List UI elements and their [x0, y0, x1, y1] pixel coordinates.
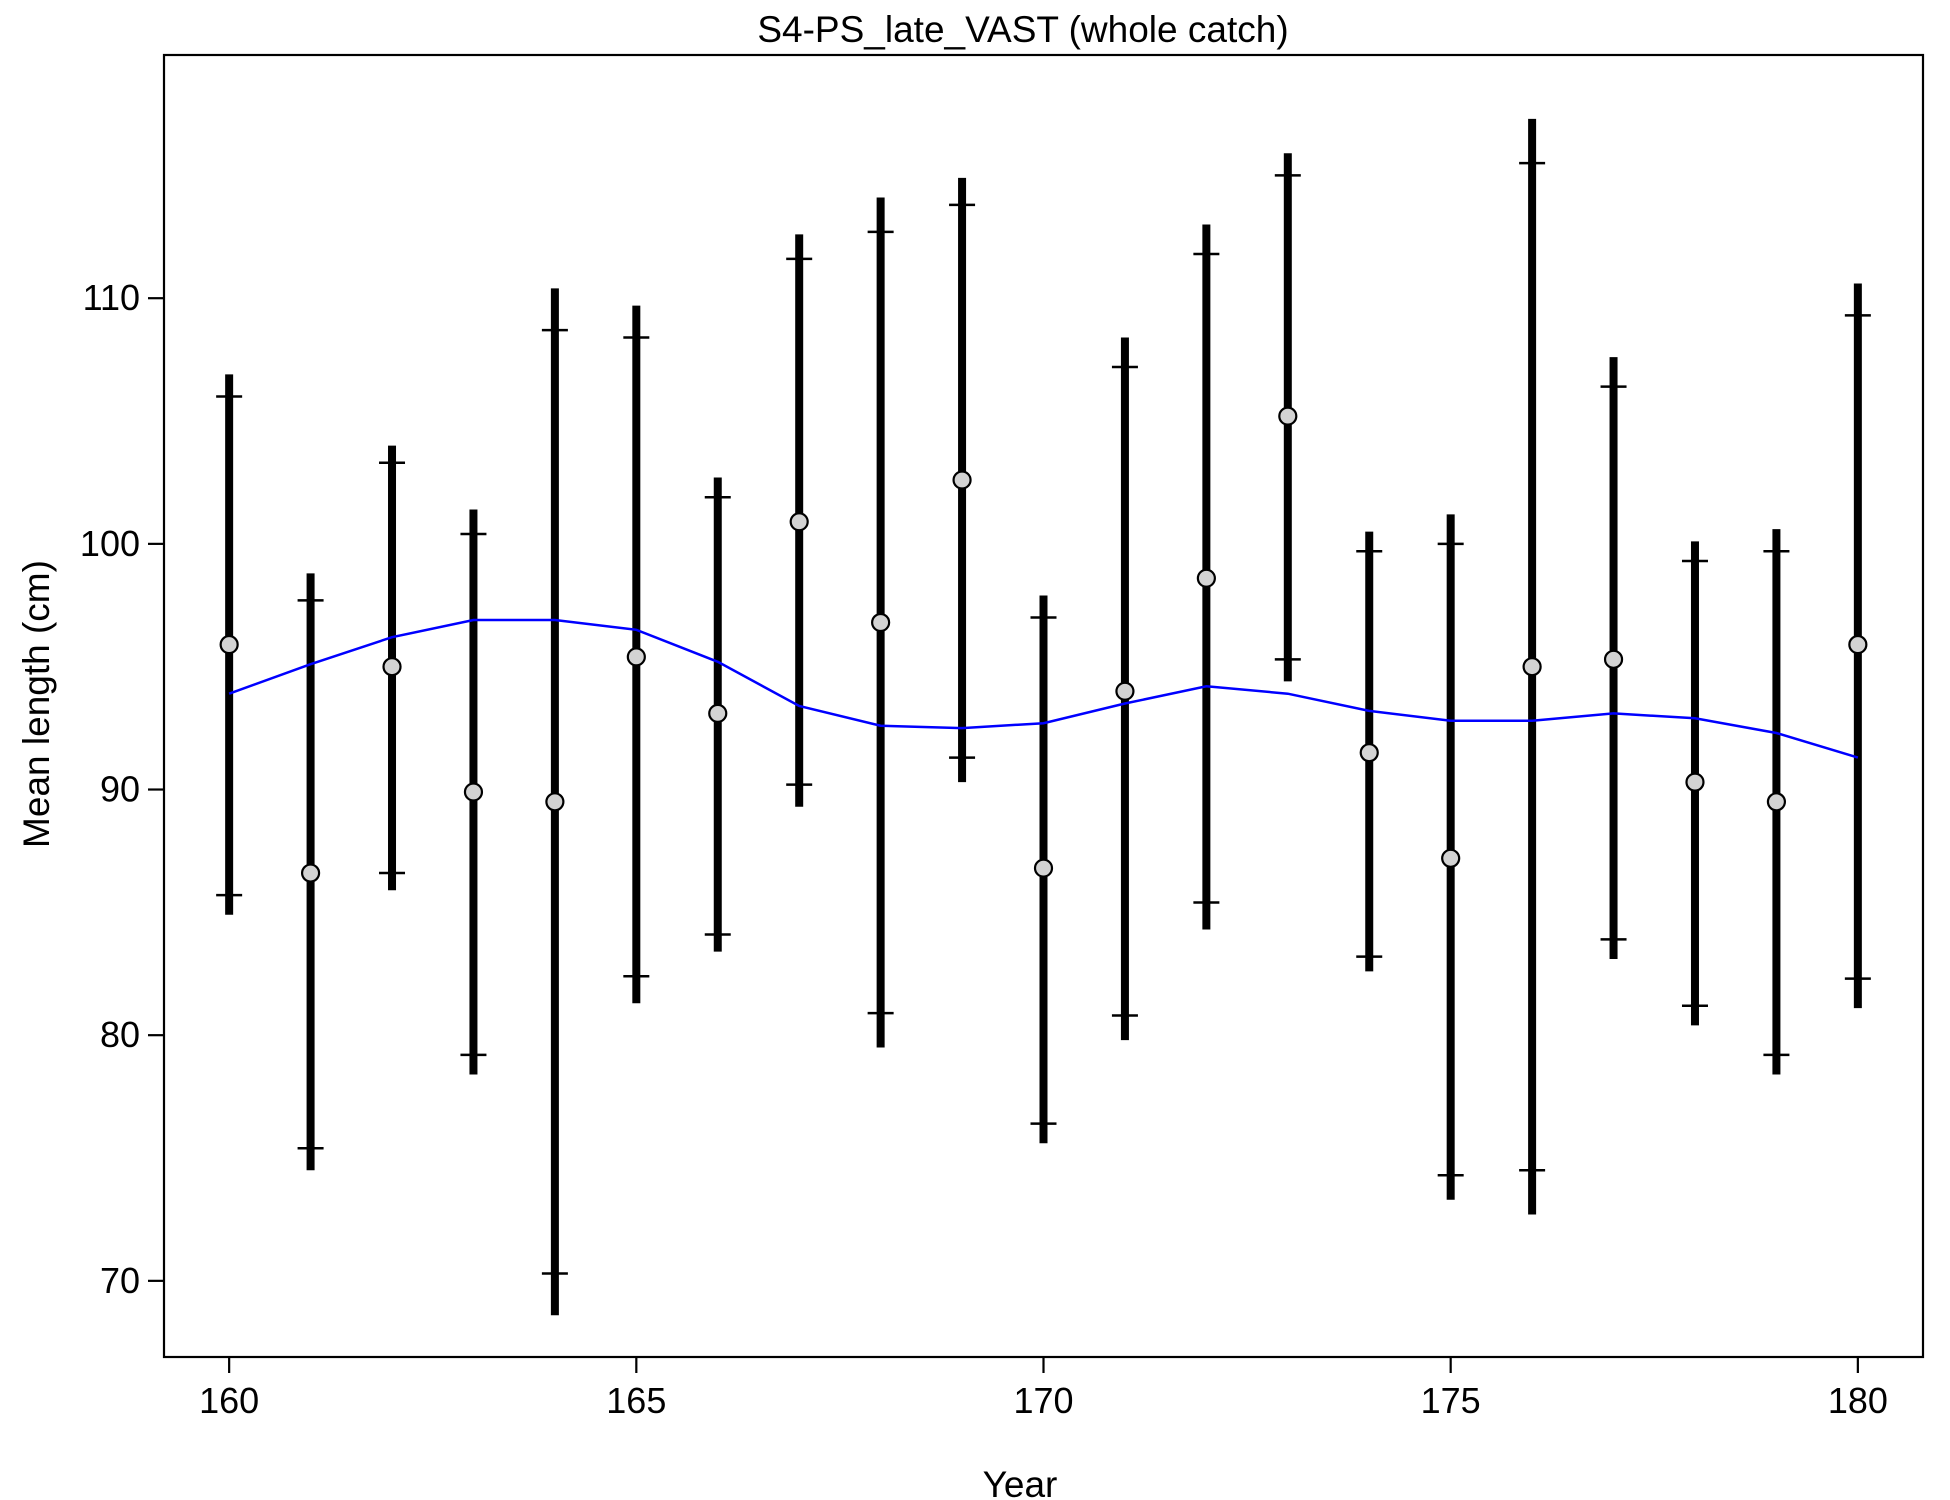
axes: 160 165 170 175 180 70 80 90 100 110	[80, 53, 1925, 1421]
expected-line-layer	[228, 618, 1859, 759]
observed-point-169	[952, 470, 972, 490]
observed-point-175	[1441, 848, 1461, 868]
observed-point-180	[1848, 634, 1868, 655]
observed-point-171	[1115, 681, 1135, 701]
x-tick-label-170: 170	[1013, 1380, 1073, 1421]
observed-point-173	[1278, 406, 1298, 426]
observed-point-179	[1766, 792, 1787, 812]
x-tick-label-175: 175	[1421, 1380, 1481, 1421]
y-tick-label-70: 70	[100, 1260, 140, 1301]
expected-line	[228, 618, 1859, 759]
observed-point-165	[626, 647, 646, 667]
observed-points	[219, 406, 1868, 883]
observed-point-166	[708, 703, 728, 723]
y-tick-label-90: 90	[100, 769, 140, 810]
x-tick-label-165: 165	[606, 1380, 666, 1421]
y-tick-label-100: 100	[80, 523, 140, 564]
observed-point-170	[1033, 858, 1054, 878]
y-axis-title: Mean length (cm)	[16, 560, 57, 848]
y-tick-label-80: 80	[100, 1014, 140, 1055]
x-tick-label-160: 160	[199, 1380, 259, 1421]
observed-point-162	[382, 657, 402, 677]
observed-point-176	[1522, 657, 1542, 677]
observed-point-161	[300, 863, 321, 883]
observed-point-167	[789, 512, 809, 532]
chart-title: S4-PS_late_VAST (whole catch)	[757, 9, 1288, 50]
observed-point-177	[1603, 649, 1624, 669]
observed-point-160	[219, 634, 239, 655]
observed-point-168	[871, 612, 891, 633]
y-tick-label-110: 110	[83, 277, 140, 318]
x-tick-label-180: 180	[1828, 1380, 1888, 1421]
observed-point-174	[1359, 743, 1379, 763]
observed-point-178	[1685, 772, 1705, 792]
observed-point-164	[545, 792, 565, 812]
observed-point-163	[463, 782, 484, 802]
x-axis-title: Year	[983, 1464, 1058, 1500]
observed-point-172	[1196, 568, 1216, 588]
